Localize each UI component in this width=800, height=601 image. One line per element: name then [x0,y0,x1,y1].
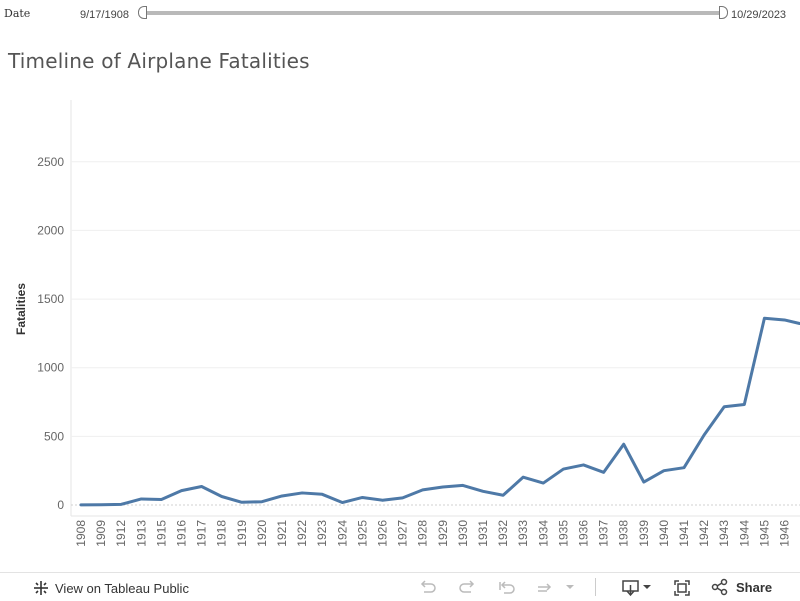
x-tick-label: 1929 [436,520,450,547]
undo-icon[interactable] [418,579,438,597]
x-tick-label: 1941 [677,520,691,547]
x-tick-label: 1912 [114,520,128,547]
x-tick-label: 1942 [697,520,711,547]
x-tick-label: 1945 [757,520,771,547]
date-range-slider[interactable] [143,11,723,15]
refresh-icon[interactable] [535,579,555,597]
x-tick-label: 1913 [134,520,148,547]
share-icon [710,578,730,596]
line-chart: 0 500 1000 1500 2000 2500 Fatalities 1908 1909 19… [14,100,800,547]
x-tick-label: 1938 [617,520,631,547]
x-tick-label: 1940 [657,520,671,547]
date-range-end: 10/29/2023 [731,9,787,21]
revert-icon[interactable] [497,579,517,597]
x-tick-label: 1924 [335,520,349,547]
x-tick-label: 1934 [536,520,550,547]
x-tick-label: 1922 [295,520,309,547]
x-tick-label: 1927 [396,520,410,547]
share-label: Share [736,579,773,595]
x-tick-label: 1933 [516,520,530,547]
x-tick-label: 1946 [778,520,792,547]
y-tick-label: 1000 [37,361,64,375]
tableau-toolbar: View on Tableau Public Share [0,572,800,601]
x-tick-label: 1920 [255,520,269,547]
redo-icon[interactable] [457,579,477,597]
y-tick-label: 2500 [37,155,64,169]
slider-handle-end[interactable] [719,6,728,19]
x-tick-label: 1917 [195,520,209,547]
y-tick-label: 2000 [37,223,64,237]
refresh-dropdown-chevron-icon[interactable] [565,582,575,592]
x-tick-label: 1921 [275,520,289,547]
x-tick-label: 1931 [476,520,490,547]
date-range-start: 9/17/1908 [80,9,129,21]
x-tick-label: 1925 [355,520,369,547]
x-tick-label: 1915 [154,520,168,547]
y-axis-title: Fatalities [14,283,28,335]
download-dropdown-chevron-icon[interactable] [642,582,652,592]
x-tick-label: 1909 [94,520,108,547]
y-tick-label: 500 [44,429,64,443]
x-tick-label: 1928 [416,520,430,547]
x-tick-label: 1932 [496,520,510,547]
x-tick-label: 1939 [637,520,651,547]
series-line-fatalities [79,316,800,507]
view-on-tableau-button[interactable]: View on Tableau Public [32,579,189,597]
tableau-logo-icon [32,579,50,597]
x-tick-label: 1936 [577,520,591,547]
date-filter-label: Date [4,7,31,20]
x-tick-label: 1908 [74,520,88,547]
share-button[interactable]: Share [710,578,772,596]
view-on-tableau-label: View on Tableau Public [55,580,189,596]
x-tick-label: 1943 [717,520,731,547]
y-tick-label: 0 [57,498,64,512]
x-tick-label: 1926 [376,520,390,547]
chart-title: Timeline of Airplane Fatalities [8,49,310,73]
x-tick-label: 1919 [235,520,249,547]
x-tick-label: 1944 [737,520,751,547]
x-tick-label: 1937 [597,520,611,547]
slider-handle-start[interactable] [138,6,147,19]
x-tick-label: 1916 [175,520,189,547]
y-tick-label: 1500 [37,292,64,306]
x-tick-label: 1930 [456,520,470,547]
fullscreen-icon[interactable] [672,578,692,598]
x-tick-label: 1935 [556,520,570,547]
toolbar-divider [595,578,596,596]
download-icon[interactable] [621,579,641,597]
x-tick-label: 1918 [215,520,229,547]
x-tick-label: 1923 [315,520,329,547]
